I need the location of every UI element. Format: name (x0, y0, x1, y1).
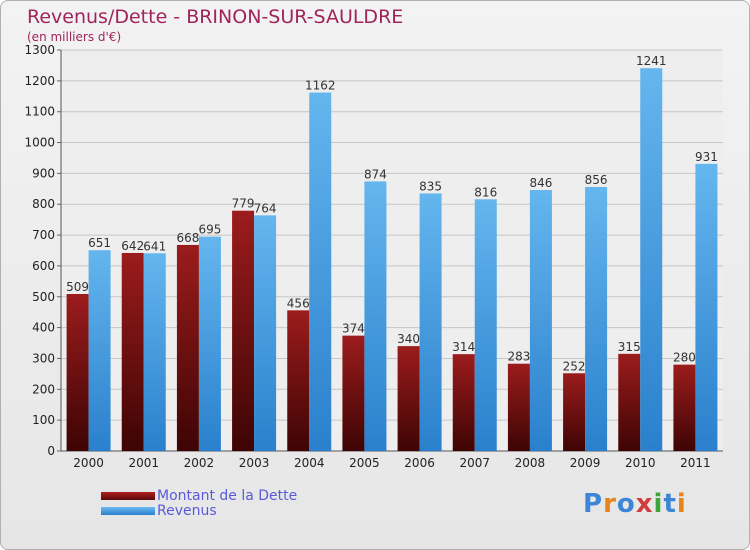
bar-dette (66, 293, 89, 451)
bar-dette (452, 354, 475, 451)
data-label-revenus: 816 (474, 185, 497, 199)
bar-dette (563, 373, 586, 451)
x-tick-label: 2008 (515, 456, 546, 470)
logo-letter: i (676, 489, 687, 519)
data-label-dette: 456 (287, 296, 310, 310)
data-label-dette: 779 (232, 197, 255, 211)
y-tick-label: 1300 (24, 43, 55, 57)
data-label-revenus: 856 (585, 173, 608, 187)
logo-letter: t (663, 489, 677, 519)
legend-label-dette: Montant de la Dette (157, 487, 298, 504)
logo-letter: o (616, 489, 636, 519)
y-tick-label: 1200 (24, 74, 55, 88)
x-tick-label: 2005 (349, 456, 380, 470)
legend-swatch-revenus (101, 506, 155, 515)
proxiti-logo: Proxiti (583, 489, 687, 519)
y-tick-label: 1100 (24, 105, 55, 119)
bar-revenus (529, 190, 552, 451)
data-label-revenus: 846 (529, 176, 552, 190)
bar-dette (618, 353, 641, 451)
y-tick-label: 600 (32, 259, 55, 273)
data-label-revenus: 931 (695, 150, 718, 164)
bar-dette (232, 210, 255, 451)
legend-label-revenus: Revenus (157, 502, 217, 519)
x-tick-label: 2009 (570, 456, 601, 470)
data-label-dette: 642 (121, 239, 144, 253)
bar-revenus (198, 236, 221, 451)
data-label-revenus: 874 (364, 167, 387, 181)
bar-revenus (88, 250, 111, 451)
y-tick-label: 1000 (24, 136, 55, 150)
legend-swatch-dette (101, 491, 155, 500)
bar-revenus (364, 181, 387, 452)
logo-letter: P (583, 489, 604, 519)
bar-dette (176, 244, 199, 451)
bar-dette (397, 346, 420, 451)
bar-dette (673, 364, 696, 451)
data-label-dette: 374 (342, 322, 365, 336)
bar-revenus (309, 92, 332, 452)
bar-revenus (695, 163, 718, 451)
data-label-dette: 315 (618, 340, 641, 354)
data-label-revenus: 835 (419, 179, 442, 193)
x-tick-label: 2010 (625, 456, 656, 470)
data-label-revenus: 651 (88, 236, 111, 250)
x-tick-label: 2011 (680, 456, 711, 470)
data-label-revenus: 641 (143, 239, 166, 253)
chart-subtitle: (en milliers d'€) (27, 30, 122, 44)
bar-revenus (640, 68, 663, 452)
bar-revenus (474, 199, 497, 451)
data-label-dette: 283 (507, 350, 530, 364)
x-tick-label: 2002 (184, 456, 215, 470)
logo-letter: r (603, 489, 617, 519)
data-label-revenus: 764 (254, 201, 277, 215)
y-tick-label: 0 (47, 444, 55, 458)
x-tick-label: 2006 (404, 456, 435, 470)
data-label-dette: 340 (397, 332, 420, 346)
y-tick-label: 300 (32, 351, 55, 365)
legend-item-revenus[interactable]: Revenus (101, 502, 297, 519)
logo-letter: x (635, 489, 654, 519)
x-tick-label: 2007 (459, 456, 490, 470)
data-label-revenus: 1241 (636, 54, 667, 68)
data-label-dette: 668 (176, 231, 199, 245)
data-label-revenus: 1162 (305, 79, 336, 93)
legend: Montant de la Dette Revenus (101, 487, 298, 519)
plot-area (61, 50, 723, 451)
chart-title: Revenus/Dette - BRINON-SUR-SAULDRE (27, 6, 404, 28)
bar-dette (287, 310, 310, 451)
y-tick-label: 900 (32, 166, 55, 180)
data-label-revenus: 695 (198, 223, 221, 237)
data-label-dette: 314 (452, 340, 475, 354)
y-tick-label: 200 (32, 382, 55, 396)
y-tick-label: 700 (32, 228, 55, 242)
y-tick-label: 500 (32, 290, 55, 304)
data-label-dette: 252 (563, 359, 586, 373)
y-tick-label: 100 (32, 413, 55, 427)
logo-letter: i (653, 489, 664, 519)
legend-item-dette[interactable]: Montant de la Dette (101, 487, 298, 504)
y-tick-label: 400 (32, 321, 55, 335)
data-label-dette: 509 (66, 280, 89, 294)
y-tick-label: 800 (32, 197, 55, 211)
x-tick-label: 2001 (128, 456, 159, 470)
bar-revenus (419, 193, 442, 451)
data-label-dette: 280 (673, 351, 696, 365)
bar-revenus (585, 186, 608, 452)
x-tick-label: 2004 (294, 456, 325, 470)
x-tick-label: 2000 (73, 456, 104, 470)
x-tick-label: 2003 (239, 456, 270, 470)
bar-revenus (254, 215, 277, 451)
bar-dette (121, 252, 144, 451)
bar-dette (342, 335, 365, 451)
bar-revenus (143, 253, 166, 451)
bar-dette (507, 363, 530, 451)
